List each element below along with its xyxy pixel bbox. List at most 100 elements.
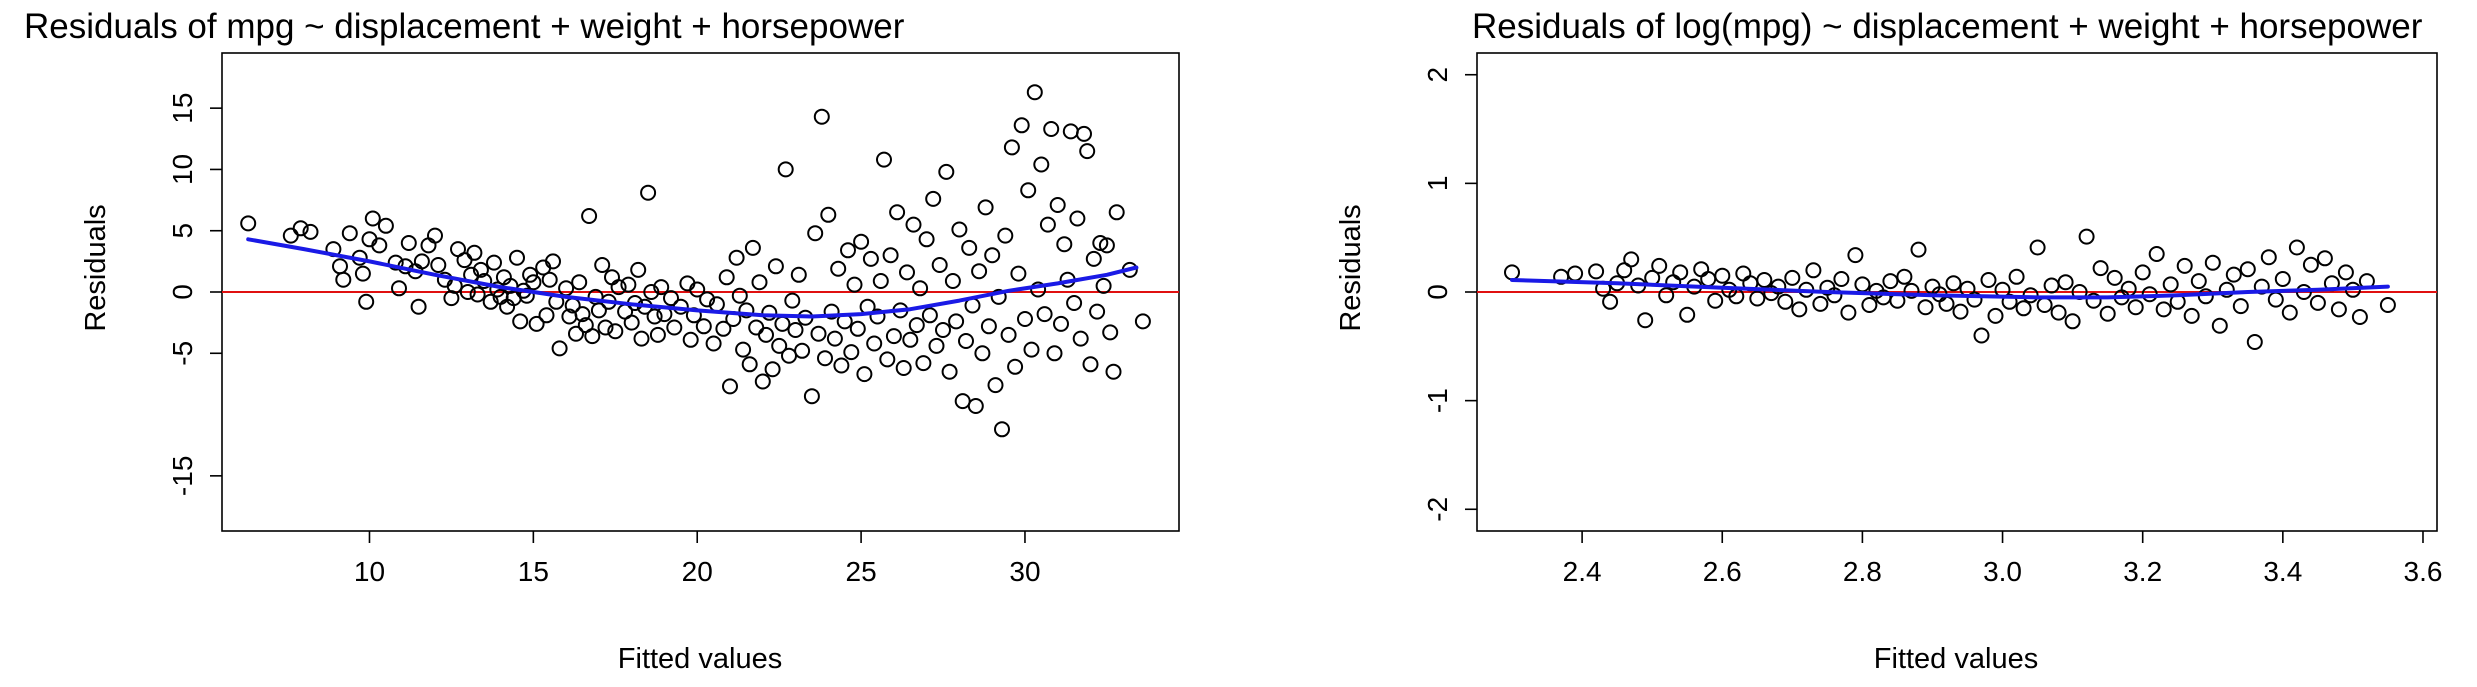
residual-point: [1105, 363, 1122, 380]
residual-point: [2211, 317, 2228, 334]
residual-point: [944, 273, 961, 289]
residual-point: [984, 247, 1001, 264]
y-axis-label: Residuals: [1335, 204, 1367, 331]
y-tick-label: 2: [1422, 67, 1453, 83]
residual-points: [240, 84, 1151, 438]
residual-point: [581, 208, 598, 224]
residual-point: [948, 313, 965, 330]
residual-point: [994, 421, 1010, 438]
residual-point: [781, 347, 797, 364]
residual-point: [643, 284, 660, 300]
residual-point: [413, 253, 430, 270]
panel-mpg-residuals: Residuals of mpg ~ displacement + weight…: [24, 7, 1180, 675]
residual-point: [1134, 313, 1151, 330]
residual-point: [954, 393, 971, 410]
residual-point: [790, 266, 807, 283]
residual-point: [925, 190, 942, 207]
residual-point: [767, 258, 784, 275]
residual-points: [1504, 228, 2396, 350]
residual-point: [558, 280, 575, 297]
y-tick-label: 1: [1422, 176, 1453, 192]
residual-point: [2148, 246, 2165, 262]
residual-point: [1616, 262, 1633, 279]
residual-point: [935, 322, 951, 338]
residual-point: [958, 333, 974, 349]
residual-point: [1812, 295, 1829, 312]
residual-point: [754, 373, 771, 390]
x-tick-label: 30: [1009, 556, 1040, 587]
residual-point: [1000, 326, 1017, 343]
residual-point: [1945, 275, 1962, 292]
residual-point: [597, 319, 614, 336]
residual-point: [794, 342, 811, 359]
residual-point: [2274, 271, 2291, 287]
residual-point: [866, 335, 883, 352]
residual-point: [1567, 265, 1584, 282]
residual-point: [2176, 257, 2193, 274]
residual-point: [2015, 300, 2032, 317]
residual-point: [748, 319, 765, 336]
residual-point: [302, 223, 319, 240]
residual-point: [2050, 304, 2067, 321]
residual-point: [990, 288, 1007, 305]
residual-point: [584, 328, 601, 345]
residual-point: [2204, 254, 2221, 271]
residual-point: [2288, 239, 2305, 256]
residual-point: [1973, 327, 1990, 344]
residual-point: [646, 308, 663, 325]
residual-point: [1833, 271, 1850, 287]
residual-point: [1095, 277, 1112, 294]
residual-point: [997, 227, 1014, 244]
residual-point: [889, 204, 906, 221]
residual-point: [594, 257, 611, 273]
residual-point: [1826, 287, 1843, 304]
residual-point: [630, 261, 647, 278]
residual-point: [663, 290, 679, 307]
residual-point: [430, 257, 447, 273]
x-tick-label: 3.6: [2404, 556, 2443, 587]
residual-point: [427, 227, 443, 244]
residual-point: [1098, 237, 1115, 254]
residual-point: [1072, 330, 1089, 347]
residual-point: [2302, 256, 2319, 273]
residual-point: [849, 320, 866, 337]
residual-point: [2092, 260, 2109, 277]
residual-point: [509, 249, 525, 266]
residual-point: [921, 307, 938, 324]
residual-point: [522, 266, 539, 283]
x-axis-label: Fitted values: [1874, 643, 2038, 675]
residual-point: [354, 265, 371, 282]
residual-point: [1082, 356, 1099, 373]
residual-point: [912, 280, 929, 297]
residual-point: [931, 257, 948, 273]
x-tick-label: 3.2: [2123, 556, 2162, 587]
residual-point: [525, 274, 542, 291]
y-axis: -15 -5 0 5 10 15: [167, 93, 222, 496]
residual-point: [817, 350, 833, 367]
residual-point: [1679, 306, 1696, 323]
residual-point: [292, 220, 309, 237]
residual-point: [971, 263, 988, 280]
residual-point: [1749, 290, 1766, 307]
residual-point: [744, 239, 761, 256]
residual-point: [653, 279, 670, 296]
residual-point: [840, 242, 856, 259]
residual-point: [1085, 250, 1102, 267]
residual-point: [466, 244, 483, 261]
residual-point: [545, 253, 561, 270]
y-tick-label: 5: [167, 223, 198, 239]
residual-point: [332, 258, 348, 275]
y-tick-label: -2: [1422, 497, 1453, 522]
residual-point: [512, 313, 529, 330]
residual-point: [1966, 291, 1983, 308]
residual-point: [1735, 265, 1752, 282]
residual-point: [1102, 324, 1119, 341]
residual-point: [823, 303, 840, 320]
residual-point: [1039, 216, 1056, 233]
residual-point: [1033, 156, 1050, 173]
residual-point: [951, 221, 968, 238]
residual-point: [2057, 274, 2074, 291]
residual-point: [1777, 293, 1794, 310]
residual-point: [1791, 301, 1808, 318]
residual-point: [400, 235, 417, 251]
